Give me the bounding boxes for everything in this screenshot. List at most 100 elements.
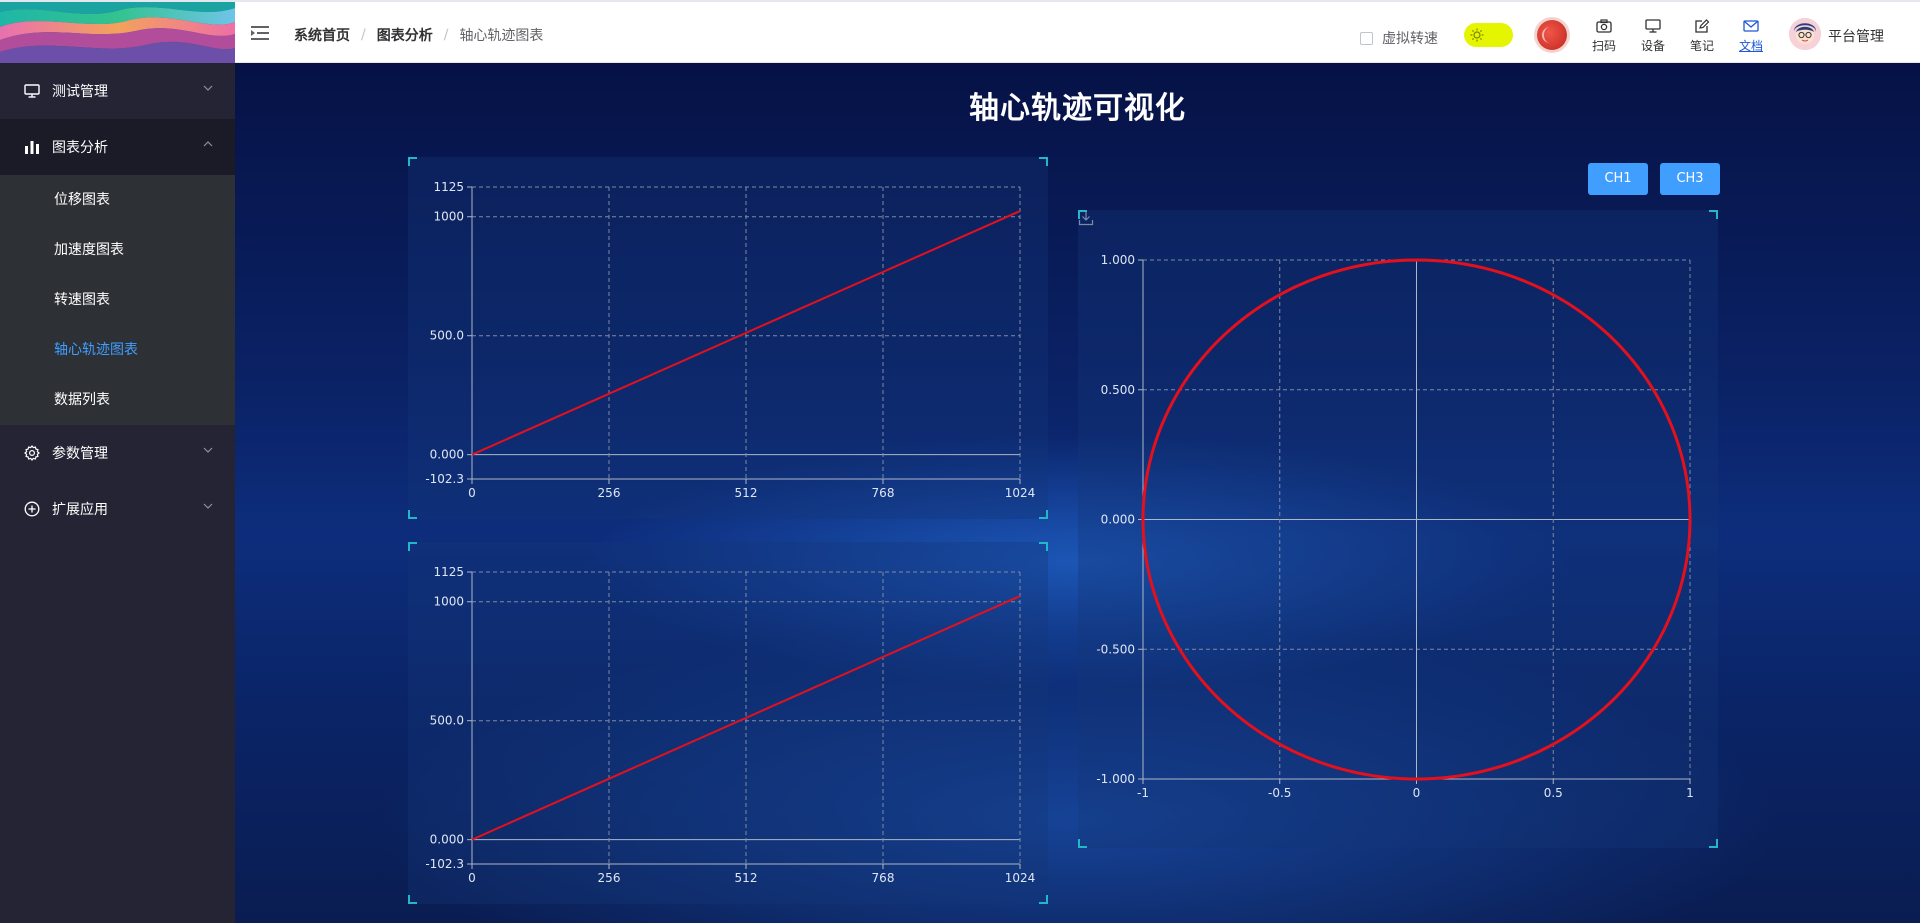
series-line bbox=[1141, 258, 1692, 781]
y-tick-label: -102.3 bbox=[425, 857, 464, 871]
virtual-speed-checkbox[interactable]: 虚拟转速 bbox=[1360, 28, 1438, 48]
chevron-down-icon bbox=[203, 85, 213, 91]
corner-decoration bbox=[1039, 895, 1048, 904]
x-tick-label: -0.5 bbox=[1268, 786, 1291, 800]
sidebar-item-speed-chart[interactable]: 转速图表 bbox=[54, 292, 110, 308]
corner-decoration bbox=[408, 542, 417, 551]
nav-group-params: 参数管理 bbox=[0, 425, 235, 481]
corner-decoration bbox=[408, 157, 417, 166]
x-tick-label: 768 bbox=[872, 871, 895, 885]
y-tick-label: 0.500 bbox=[1101, 383, 1135, 397]
virtual-speed-label: 虚拟转速 bbox=[1382, 31, 1438, 47]
sidebar-item-label: 图表分析 bbox=[52, 140, 108, 156]
corner-decoration bbox=[1078, 210, 1087, 219]
chart-panel-top-left: -102.3 0.000 500.0 1000 1125 0 256 512 768 1024 bbox=[408, 157, 1048, 519]
y-tick-label: 1.000 bbox=[1101, 253, 1135, 267]
main-content: 轴心轨迹可视化 -102.3 0.000 500.0 1000 1125 0 256 512 7… bbox=[235, 63, 1920, 923]
sidebar-item-data-list[interactable]: 数据列表 bbox=[54, 392, 110, 408]
notes-label: 笔记 bbox=[1689, 39, 1714, 53]
monitor-icon bbox=[24, 84, 40, 98]
monitor-icon bbox=[1645, 19, 1661, 33]
corner-decoration bbox=[1039, 510, 1048, 519]
sidebar-item-label: 测试管理 bbox=[52, 84, 108, 100]
chart-panel-orbit: -1.000 -0.500 0.000 0.500 1.000 -1 -0.5 0 0.5 1 bbox=[1078, 210, 1718, 848]
sidebar-item-label: 扩展应用 bbox=[52, 502, 108, 518]
docs-label: 文档 bbox=[1738, 39, 1763, 53]
ch1-button[interactable]: CH1 bbox=[1588, 163, 1648, 195]
chevron-down-icon bbox=[203, 447, 213, 453]
sidebar-item-axis-orbit-chart[interactable]: 轴心轨迹图表 bbox=[54, 342, 138, 358]
sidebar-item-extension-apps[interactable]: 扩展应用 bbox=[0, 481, 235, 537]
gear-icon bbox=[24, 445, 40, 461]
user-name[interactable]: 平台管理 bbox=[1828, 29, 1884, 45]
x-tick-label: -1 bbox=[1137, 786, 1149, 800]
y-tick-label: 1000 bbox=[433, 595, 464, 609]
plus-circle-icon bbox=[24, 501, 40, 517]
nav-group-extensions: 扩展应用 bbox=[0, 481, 235, 537]
sidebar-item-acceleration-chart[interactable]: 加速度图表 bbox=[54, 242, 124, 258]
sidebar: 测试管理 图表分析 位移图表 加速度图表 转速图表 轴心轨迹图表 数据列表 bbox=[0, 63, 235, 923]
corner-decoration bbox=[408, 895, 417, 904]
x-tick-label: 512 bbox=[735, 486, 758, 500]
y-tick-label: -1.000 bbox=[1096, 772, 1135, 786]
docs-button[interactable]: 文档 bbox=[1735, 19, 1767, 54]
ch3-button[interactable]: CH3 bbox=[1660, 163, 1720, 195]
checkbox-box[interactable] bbox=[1360, 31, 1373, 45]
y-tick-label: 1125 bbox=[433, 180, 464, 194]
sidebar-item-parameter-management[interactable]: 参数管理 bbox=[0, 425, 235, 481]
chart-panel-bottom-left: -102.3 0.000 500.0 1000 1125 0 256 512 768 1024 bbox=[408, 542, 1048, 904]
theme-toggle[interactable] bbox=[1464, 23, 1513, 47]
nav-group-chart-analysis: 图表分析 位移图表 加速度图表 转速图表 轴心轨迹图表 数据列表 bbox=[0, 119, 235, 425]
breadcrumb-home[interactable]: 系统首页 bbox=[294, 28, 350, 44]
logo bbox=[0, 2, 235, 64]
series-line bbox=[471, 210, 1021, 456]
x-tick-label: 1024 bbox=[1005, 486, 1036, 500]
mail-icon bbox=[1743, 20, 1759, 32]
x-tick-label: 0 bbox=[1413, 786, 1421, 800]
corner-decoration bbox=[1709, 210, 1718, 219]
notes-button[interactable]: 笔记 bbox=[1686, 19, 1718, 54]
sidebar-item-displacement-chart[interactable]: 位移图表 bbox=[54, 192, 110, 208]
y-tick-label: 500.0 bbox=[430, 329, 464, 343]
page-title: 轴心轨迹可视化 bbox=[969, 91, 1186, 126]
breadcrumb-chart-analysis[interactable]: 图表分析 bbox=[376, 28, 433, 44]
moon-icon[interactable] bbox=[1537, 20, 1567, 50]
scan-button[interactable]: 扫码 bbox=[1588, 19, 1620, 54]
series-line bbox=[471, 595, 1021, 841]
x-tick-label: 0 bbox=[468, 871, 476, 885]
scan-label: 扫码 bbox=[1591, 39, 1616, 53]
x-tick-label: 512 bbox=[735, 871, 758, 885]
corner-decoration bbox=[1039, 542, 1048, 551]
avatar[interactable] bbox=[1789, 18, 1821, 50]
x-tick-label: 0 bbox=[468, 486, 476, 500]
y-tick-label: 500.0 bbox=[430, 714, 464, 728]
corner-decoration bbox=[1709, 839, 1718, 848]
corner-decoration bbox=[1078, 839, 1087, 848]
device-button[interactable]: 设备 bbox=[1637, 19, 1669, 54]
y-tick-label: 1125 bbox=[433, 565, 464, 579]
sidebar-item-test-management[interactable]: 测试管理 bbox=[0, 63, 235, 119]
device-label: 设备 bbox=[1640, 39, 1665, 53]
breadcrumb-separator: / bbox=[361, 27, 366, 43]
orbit-chart[interactable]: -1.000 -0.500 0.000 0.500 1.000 -1 -0.5 0 0.5 1 bbox=[1078, 210, 1718, 848]
y-tick-label: -0.500 bbox=[1096, 642, 1135, 656]
line-chart-2[interactable]: -102.3 0.000 500.0 1000 1125 0 256 512 768 1024 bbox=[408, 542, 1048, 904]
x-tick-label: 1024 bbox=[1005, 871, 1036, 885]
chevron-down-icon bbox=[203, 503, 213, 509]
top-header: 系统首页 / 图表分析 / 轴心轨迹图表 虚拟转速 扫码 bbox=[0, 0, 1920, 64]
bar-chart-icon bbox=[25, 141, 39, 154]
line-chart-1[interactable]: -102.3 0.000 500.0 1000 1125 0 256 512 768 1024 bbox=[408, 157, 1048, 519]
x-tick-label: 768 bbox=[872, 486, 895, 500]
chevron-up-icon bbox=[203, 141, 213, 147]
y-tick-label: -102.3 bbox=[425, 472, 464, 486]
nav-group-test: 测试管理 bbox=[0, 63, 235, 119]
sun-icon bbox=[1470, 28, 1484, 42]
download-icon[interactable] bbox=[1078, 210, 1094, 226]
menu-toggle-icon[interactable] bbox=[251, 25, 269, 45]
x-tick-label: 1 bbox=[1686, 786, 1694, 800]
sidebar-item-chart-analysis[interactable]: 图表分析 bbox=[0, 119, 235, 175]
camera-icon bbox=[1596, 19, 1612, 33]
corner-decoration bbox=[1039, 157, 1048, 166]
chart-analysis-submenu: 位移图表 加速度图表 转速图表 轴心轨迹图表 数据列表 bbox=[0, 175, 235, 425]
edit-icon bbox=[1695, 19, 1710, 33]
